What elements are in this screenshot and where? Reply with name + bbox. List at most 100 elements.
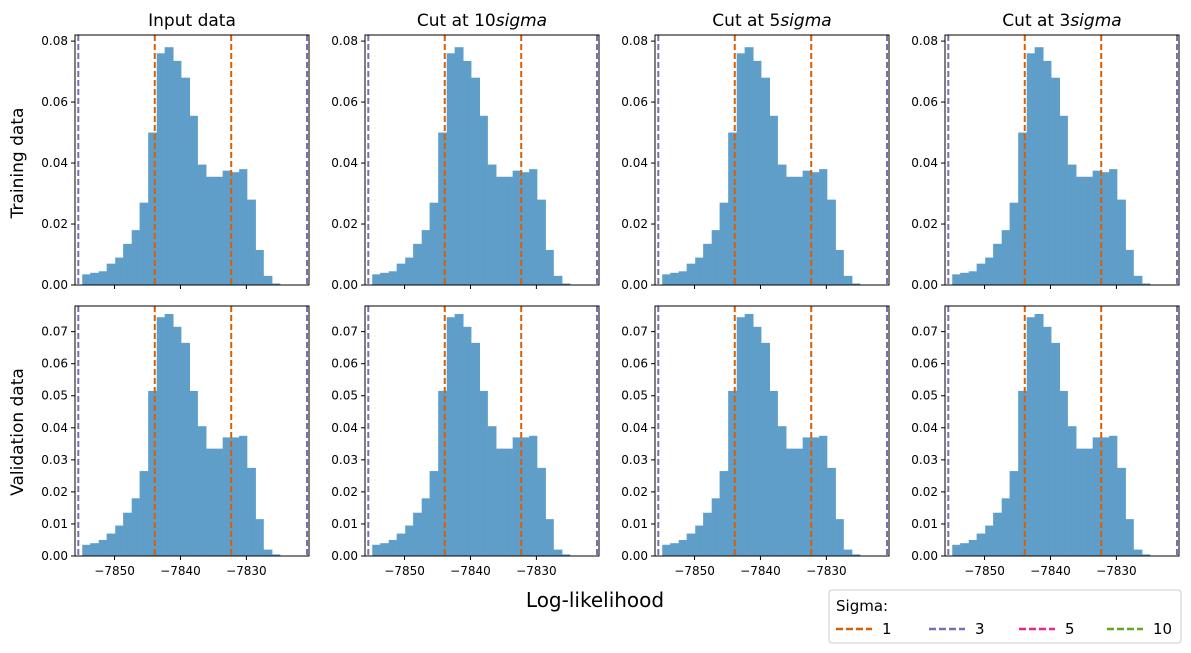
axes-frame xyxy=(364,305,600,557)
histogram-bar xyxy=(239,435,248,556)
histogram-bar xyxy=(960,543,970,556)
y-tick-label: 0.05 xyxy=(911,389,938,403)
histogram-bar xyxy=(1034,314,1044,556)
y-tick-label: 0.02 xyxy=(621,485,648,499)
y-tick-label: 0.05 xyxy=(621,389,648,403)
y-tick-label: 0.06 xyxy=(41,95,68,109)
histogram-bar xyxy=(695,257,704,285)
histogram-bar xyxy=(504,176,513,285)
histogram-bar xyxy=(255,519,264,556)
y-tick-label: 0.05 xyxy=(41,389,68,403)
histogram-bar xyxy=(670,543,680,556)
histogram-bar xyxy=(1076,176,1085,285)
axes-frame xyxy=(74,305,310,557)
histogram-bar xyxy=(711,230,720,285)
histogram-bar xyxy=(827,467,836,556)
x-tick-label: −7830 xyxy=(516,564,557,578)
histogram-bar xyxy=(106,533,116,556)
y-tick-label: 0.01 xyxy=(331,517,358,531)
histogram-bar xyxy=(405,257,414,285)
histogram-bar xyxy=(835,519,844,556)
histogram-bar xyxy=(173,60,182,285)
x-tick-label: −7830 xyxy=(226,564,267,578)
x-tick-label: −7850 xyxy=(964,564,1005,578)
y-tick-label: 0.02 xyxy=(911,485,938,499)
histogram-bar xyxy=(1125,519,1134,556)
histogram-bar xyxy=(769,390,778,556)
panel-training-3: 0.00 0.02 0.04 0.06 0.08 xyxy=(911,34,1180,292)
histogram-bar xyxy=(479,115,488,285)
histogram-bar xyxy=(189,115,198,285)
histogram-bar xyxy=(810,172,820,285)
y-tick-label: 0.02 xyxy=(331,485,358,499)
histogram-bar xyxy=(131,498,140,556)
histogram-bar xyxy=(156,53,165,285)
histogram-bar xyxy=(496,448,505,556)
histogram-bar xyxy=(189,390,198,556)
legend-label-sigma-3: 3 xyxy=(975,620,985,638)
histogram-bar xyxy=(952,544,961,556)
histogram-bar xyxy=(1051,77,1060,286)
histogram-bar xyxy=(272,554,281,556)
histogram-bar xyxy=(777,164,787,285)
legend-label-sigma-1: 1 xyxy=(882,620,892,638)
y-tick-label: 0.08 xyxy=(331,34,358,48)
histogram-bar xyxy=(206,176,215,285)
y-tick-label: 0.07 xyxy=(41,325,68,339)
histogram-bar xyxy=(1092,170,1101,285)
histogram-bar xyxy=(504,448,513,556)
axes-frame xyxy=(944,34,1180,286)
histogram-bar xyxy=(1084,176,1093,285)
histogram-bar xyxy=(703,243,712,285)
histogram-bar xyxy=(446,317,455,556)
histogram-bar xyxy=(479,390,488,556)
legend: Sigma: 1 3 5 10 xyxy=(828,589,1182,644)
histogram-bar xyxy=(139,471,149,556)
histogram-bar xyxy=(993,243,1002,285)
histogram-bar xyxy=(1018,390,1028,556)
histogram-bar xyxy=(1117,467,1126,556)
histogram-bar xyxy=(1092,437,1101,556)
histogram-bar xyxy=(487,426,497,556)
histogram-bar xyxy=(1043,60,1052,285)
column-title-input: Input data xyxy=(148,11,236,31)
histogram-bar xyxy=(686,533,696,556)
histogram-bar xyxy=(496,176,505,285)
histogram-bar xyxy=(711,498,720,556)
y-tick-label: 0.01 xyxy=(621,517,648,531)
histogram-bar xyxy=(1059,390,1068,556)
histogram-bar xyxy=(744,47,754,286)
histogram-bar xyxy=(405,525,414,556)
histogram-bar xyxy=(728,132,738,285)
histogram-bar xyxy=(90,543,100,556)
x-tick-label: −7840 xyxy=(450,564,491,578)
histogram-bar xyxy=(197,164,207,285)
x-tick-label: −7840 xyxy=(160,564,201,578)
x-tick-label: −7850 xyxy=(384,564,425,578)
histogram-bar xyxy=(263,275,273,285)
histogram-bar xyxy=(512,437,521,556)
histogram-bar xyxy=(968,539,977,556)
histogram-bar xyxy=(1133,275,1143,285)
histogram-bar xyxy=(454,314,464,556)
legend-entries: 1 3 5 10 xyxy=(836,620,1172,638)
histogram-bar xyxy=(214,448,223,556)
histogram-bar xyxy=(529,435,538,556)
histogram-bar xyxy=(769,115,778,285)
y-tick-label: 0.06 xyxy=(41,357,68,371)
histogram-bar xyxy=(1084,448,1093,556)
legend-frame xyxy=(828,589,1182,644)
histogram-bar xyxy=(106,263,116,285)
histogram-bar xyxy=(222,170,231,285)
histogram-bar xyxy=(794,176,803,285)
y-tick-label: 0.04 xyxy=(911,156,938,170)
histogram-bar xyxy=(263,549,273,556)
histogram-bar xyxy=(487,164,497,285)
y-tick-label: 0.03 xyxy=(911,453,938,467)
histogram-bar xyxy=(197,426,207,556)
histogram-bar xyxy=(852,283,861,285)
row-label-training: Training data xyxy=(8,108,28,220)
histogram-bar xyxy=(148,390,158,556)
y-tick-label: 0.01 xyxy=(41,517,68,531)
